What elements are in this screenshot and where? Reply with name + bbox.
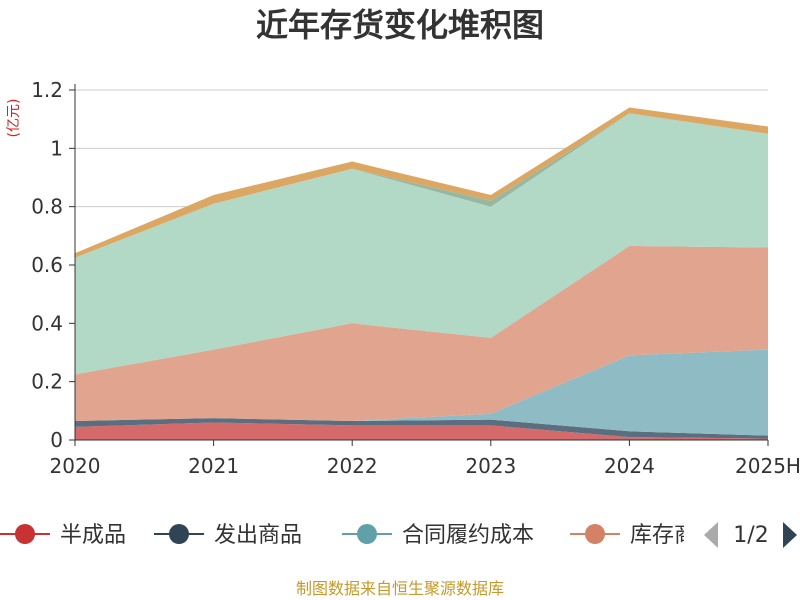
y-tick-label: 0.2 <box>31 370 63 394</box>
area-band <box>75 246 768 421</box>
legend-item[interactable]: 半成品 <box>0 523 126 548</box>
area-band <box>75 113 768 375</box>
legend-marker <box>15 524 35 544</box>
y-tick-label: 0.6 <box>31 253 63 277</box>
legend-page-indicator: 1/2 <box>733 523 768 548</box>
legend-prev-page-button[interactable] <box>704 522 718 548</box>
x-tick-label: 2023 <box>465 454 516 478</box>
axes: 0 0.2 0.4 0.6 0.8 1 1.2 2020 2021 2022 2023 2024 202… <box>31 78 800 478</box>
legend-item[interactable]: 库存商 <box>570 523 696 548</box>
legend-marker <box>169 524 189 544</box>
area-band <box>75 113 768 258</box>
x-tick-label: 2025H <box>735 454 800 478</box>
y-tick-label: 0.4 <box>31 311 63 335</box>
area-band <box>75 107 768 258</box>
y-tick-label: 1 <box>50 136 63 160</box>
legend-item[interactable]: 合同履约成本 <box>342 523 534 548</box>
legend-label: 合同履约成本 <box>402 523 534 548</box>
y-tick-label: 1.2 <box>31 78 63 102</box>
y-tick-label: 0.8 <box>31 195 63 219</box>
chart-title: 近年存货变化堆积图 <box>256 6 544 44</box>
legend-label: 半成品 <box>60 523 126 548</box>
x-tick-label: 2020 <box>50 454 101 478</box>
x-tick-label: 2021 <box>188 454 239 478</box>
y-tick-label: 0 <box>50 428 63 452</box>
footer-source: 制图数据来自恒生聚源数据库 <box>296 579 504 598</box>
legend-marker <box>357 524 377 544</box>
legend-label: 发出商品 <box>214 523 302 548</box>
legend-next-page-button[interactable] <box>783 522 797 548</box>
area-series <box>75 107 768 440</box>
x-tick-label: 2022 <box>327 454 378 478</box>
y-axis-unit: (亿元) <box>6 99 22 138</box>
area-band <box>75 349 768 436</box>
area-band <box>75 422 768 440</box>
legend-item[interactable]: 发出商品 <box>154 523 302 548</box>
area-band <box>75 418 768 439</box>
legend: 半成品 发出商品 合同履约成本 库存商 <box>0 523 696 548</box>
legend-marker <box>585 524 605 544</box>
x-tick-label: 2024 <box>604 454 655 478</box>
legend-label: 库存商 <box>630 523 696 548</box>
